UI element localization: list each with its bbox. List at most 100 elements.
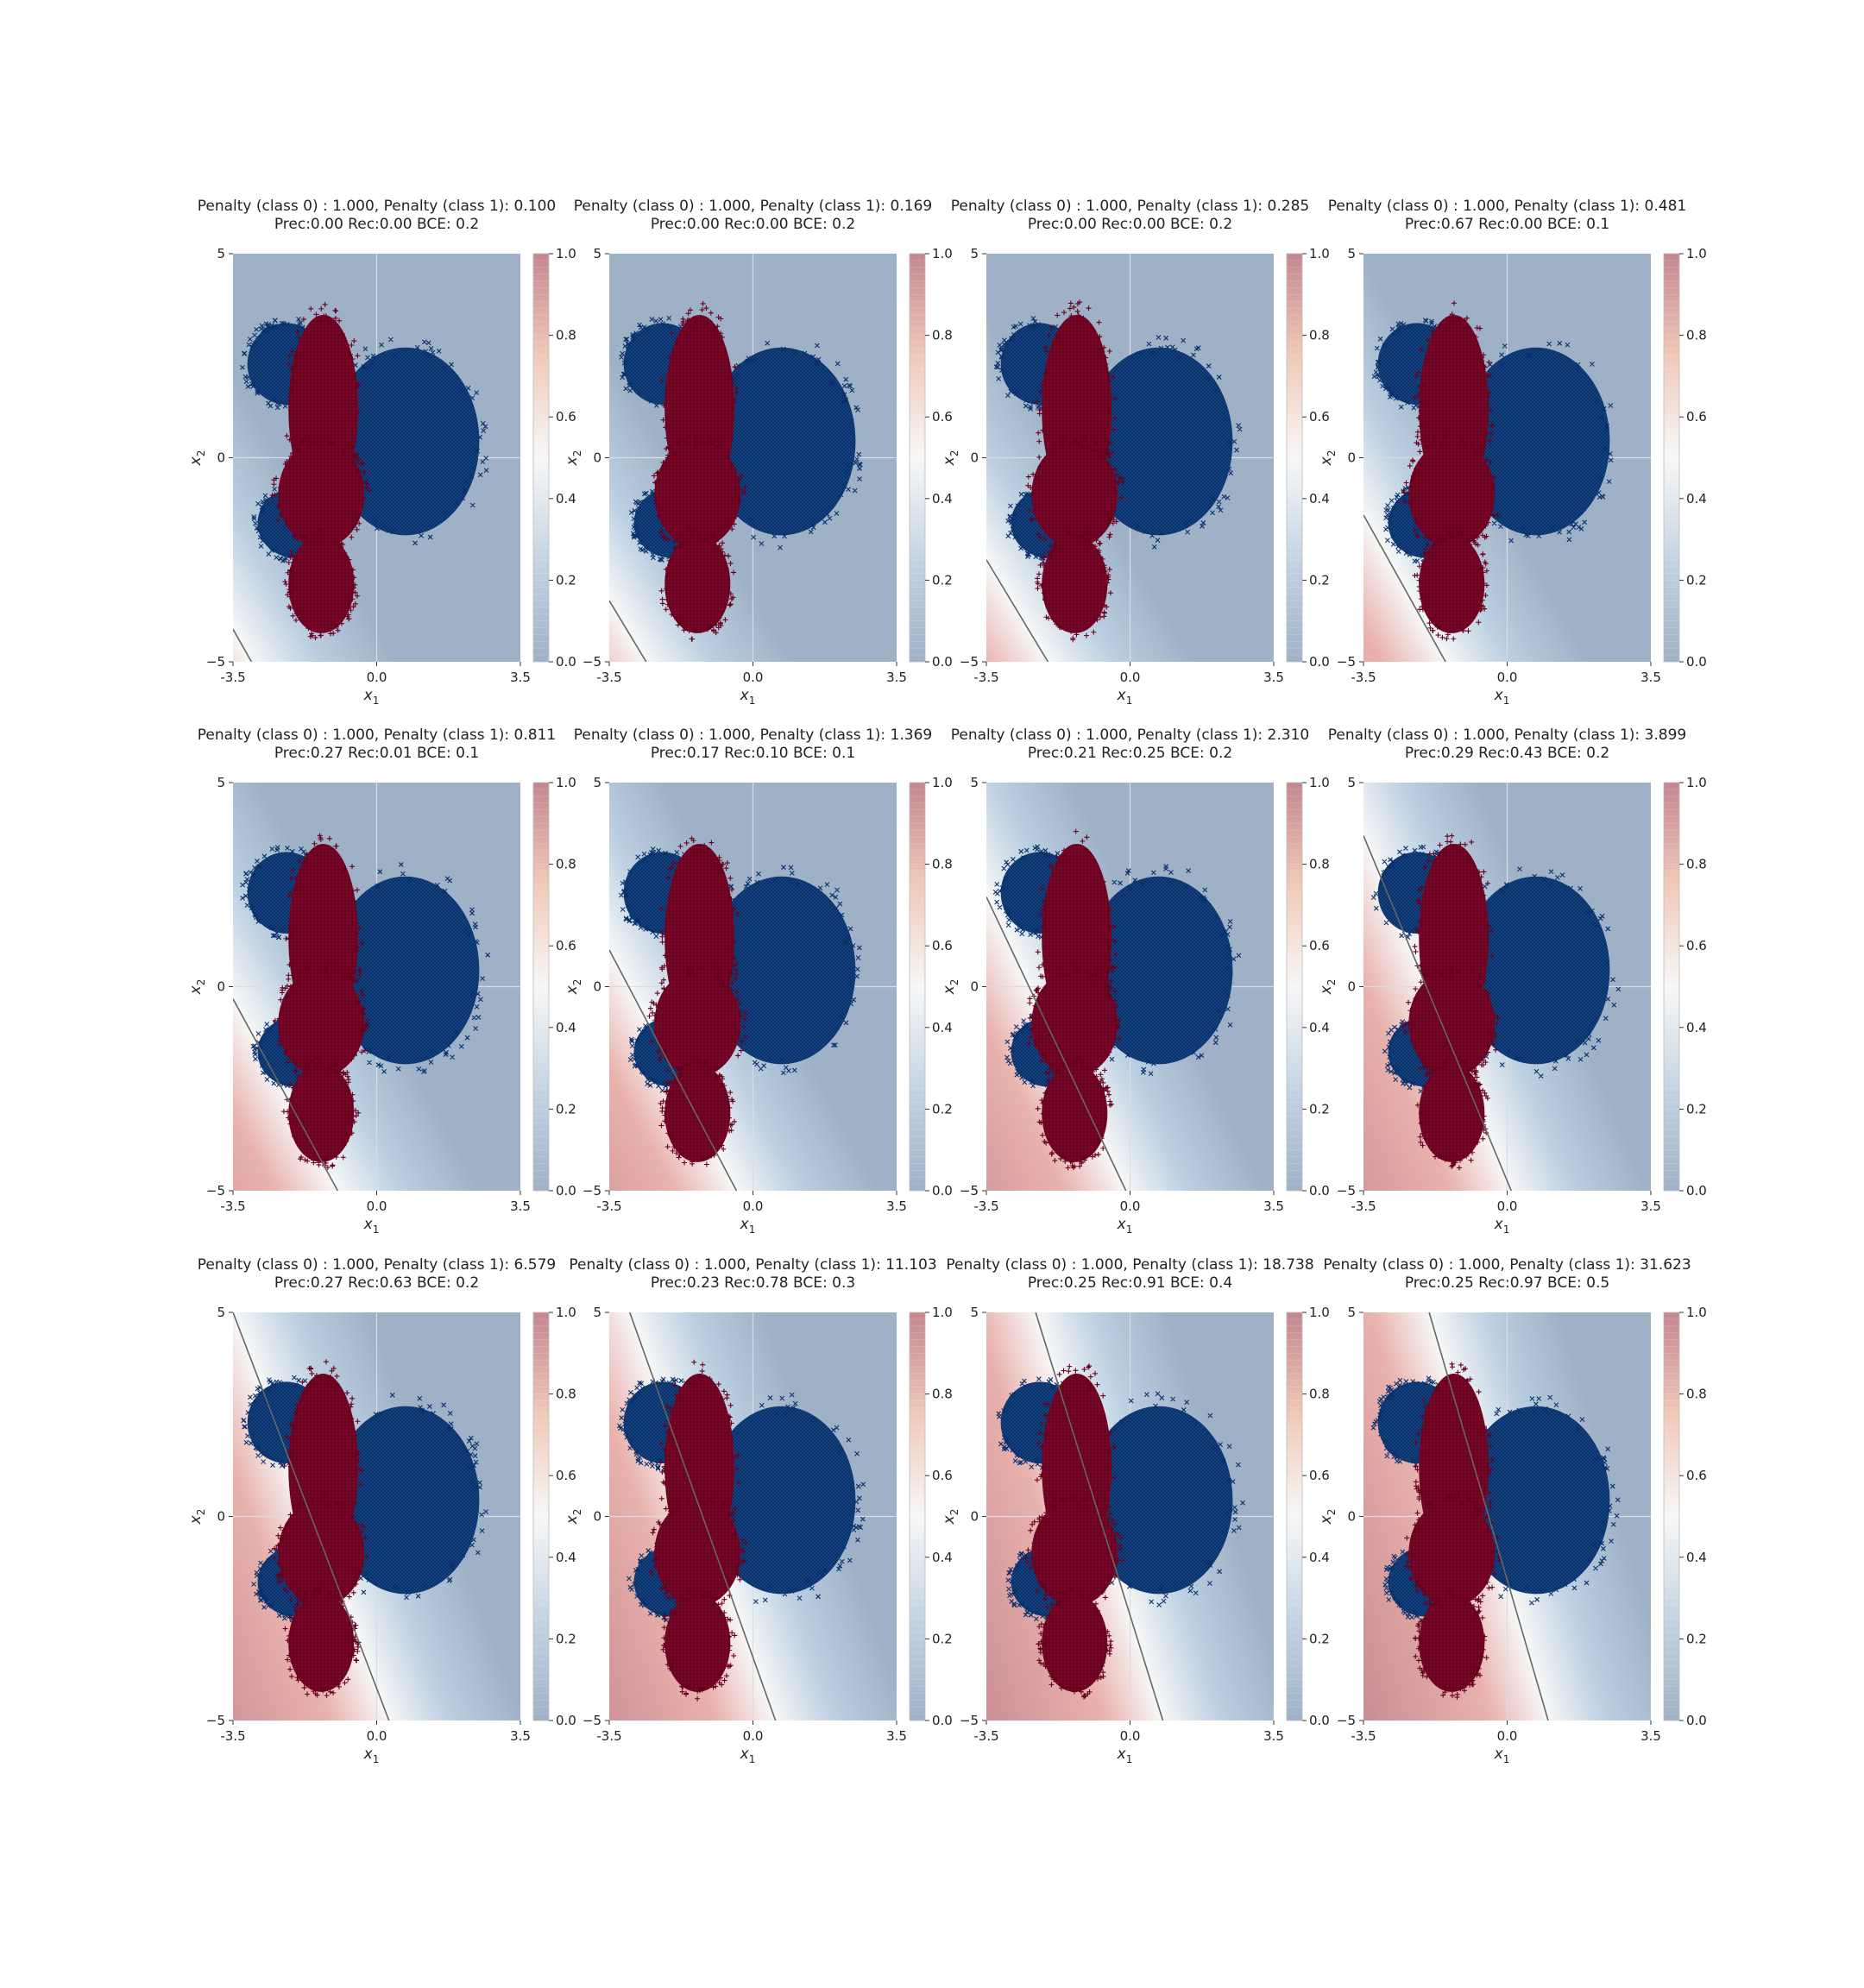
- y-tick-label: 0: [1347, 450, 1356, 466]
- y-tick-label: −5: [960, 654, 979, 670]
- y-tick-label: 5: [217, 1305, 225, 1320]
- y-tick-label: 5: [970, 775, 979, 790]
- colorbar-tick-label: 0.6: [1686, 409, 1707, 425]
- y-tick-label: −5: [206, 1183, 225, 1198]
- subplot-8: Penalty (class 0) : 1.000, Penalty (clas…: [1318, 727, 1707, 1236]
- y-tick-label: 5: [593, 775, 601, 790]
- colorbar-tick-label: 0.4: [932, 491, 953, 506]
- colorbar: 0.0 0.2 0.4 0.6 0.8 1.0: [1663, 1305, 1707, 1728]
- subplot-6: Penalty (class 0) : 1.000, Penalty (clas…: [564, 727, 953, 1236]
- subplot-2: Penalty (class 0) : 1.000, Penalty (clas…: [564, 198, 953, 707]
- y-tick-label: 5: [1347, 775, 1356, 790]
- y-tick-label: −5: [1337, 1713, 1356, 1728]
- y-axis-label: x2: [187, 1509, 207, 1526]
- colorbar-tick-label: 0.4: [1686, 491, 1707, 506]
- colorbar-tick-label: 1.0: [932, 775, 953, 790]
- colorbar-tick-label: 0.2: [1309, 572, 1330, 588]
- y-axis-label: x2: [187, 979, 207, 996]
- colorbar: 0.0 0.2 0.4 0.6 0.8 1.0: [909, 1305, 953, 1728]
- colorbar-tick-label: 0.2: [556, 1101, 576, 1117]
- x-tick-label: 0.0: [1120, 1728, 1141, 1744]
- colorbar-tick-label: 0.4: [932, 1550, 953, 1565]
- plot-area: [233, 254, 520, 662]
- x-tick-label: -3.5: [973, 1198, 998, 1214]
- colorbar-tick-label: 0.6: [1686, 1468, 1707, 1483]
- x-tick-label: 0.0: [743, 1198, 764, 1214]
- x-tick-label: 0.0: [1120, 1198, 1141, 1214]
- x-tick-label: 3.5: [886, 670, 907, 685]
- y-tick-label: 5: [970, 1305, 979, 1320]
- colorbar-tick-label: 0.0: [1309, 1713, 1330, 1728]
- subplot-title: Penalty (class 0) : 1.000, Penalty (clas…: [198, 727, 556, 744]
- colorbar-tick-label: 0.2: [1686, 1631, 1707, 1646]
- x-tick-label: -3.5: [973, 670, 998, 685]
- subplot-title: Penalty (class 0) : 1.000, Penalty (clas…: [1328, 198, 1686, 215]
- y-axis-label: x2: [1318, 979, 1338, 996]
- x-tick-label: 3.5: [510, 1728, 531, 1744]
- colorbar-tick-label: 0.8: [1309, 857, 1330, 872]
- class-0-cluster-3: [1075, 1391, 1245, 1607]
- colorbar-tick-label: 0.0: [932, 1183, 953, 1198]
- y-tick-label: 0: [217, 979, 225, 995]
- colorbar-tick-label: 0.2: [556, 1631, 576, 1646]
- colorbar-tick-label: 1.0: [556, 775, 576, 790]
- x-axis-label: x1: [1117, 1216, 1133, 1236]
- plot-area: [233, 783, 520, 1191]
- colorbar-tick-label: 0.0: [556, 1713, 576, 1728]
- y-tick-label: −5: [960, 1713, 979, 1728]
- subplot-4: Penalty (class 0) : 1.000, Penalty (clas…: [1318, 198, 1707, 707]
- class-1-cluster-3: [280, 1054, 362, 1171]
- colorbar: 0.0 0.2 0.4 0.6 0.8 1.0: [909, 246, 953, 670]
- y-tick-label: −5: [582, 654, 601, 670]
- colorbar-tick-label: 1.0: [1686, 775, 1707, 790]
- colorbar-tick-label: 0.2: [1309, 1631, 1330, 1646]
- subplot-9: Penalty (class 0) : 1.000, Penalty (clas…: [187, 1256, 576, 1765]
- subplot-title: Penalty (class 0) : 1.000, Penalty (clas…: [946, 1256, 1313, 1274]
- subplot-title: Penalty (class 0) : 1.000, Penalty (clas…: [198, 1256, 556, 1274]
- colorbar-tick-label: 0.2: [932, 572, 953, 588]
- plot-area: [1363, 1312, 1651, 1721]
- x-tick-label: 3.5: [1263, 1198, 1284, 1214]
- colorbar-tick-label: 0.6: [1309, 1468, 1330, 1483]
- y-tick-label: 5: [593, 1305, 601, 1320]
- x-tick-label: -3.5: [973, 1728, 998, 1744]
- subplot-subtitle: Prec:0.27 Rec:0.01 BCE: 0.1: [274, 745, 479, 762]
- subplot-subtitle: Prec:0.00 Rec:0.00 BCE: 0.2: [651, 216, 855, 233]
- colorbar: 0.0 0.2 0.4 0.6 0.8 1.0: [909, 775, 953, 1198]
- x-tick-label: -3.5: [596, 1198, 621, 1214]
- x-axis-label: x1: [363, 1746, 380, 1765]
- colorbar-tick-label: 0.6: [1309, 409, 1330, 425]
- decision-boundary: [986, 559, 1049, 662]
- colorbar-tick-label: 0.6: [556, 1468, 576, 1483]
- x-axis-label: x1: [1494, 1746, 1510, 1765]
- x-tick-label: -3.5: [220, 1728, 245, 1744]
- subplot-title: Penalty (class 0) : 1.000, Penalty (clas…: [569, 1256, 936, 1274]
- y-tick-label: −5: [206, 654, 225, 670]
- y-tick-label: −5: [1337, 654, 1356, 670]
- class-1-cluster-2: [1023, 1494, 1125, 1613]
- colorbar-tick-label: 0.8: [1686, 1387, 1707, 1402]
- colorbar-tick-label: 0.6: [556, 938, 576, 953]
- class-1-cluster-3: [1035, 1055, 1114, 1171]
- colorbar: 0.0 0.2 0.4 0.6 0.8 1.0: [1663, 775, 1707, 1198]
- x-tick-label: 0.0: [1497, 670, 1518, 685]
- x-tick-label: -3.5: [1351, 1728, 1376, 1744]
- class-1-cluster-3: [658, 526, 737, 642]
- subplot-10: Penalty (class 0) : 1.000, Penalty (clas…: [564, 1256, 953, 1765]
- x-tick-label: 0.0: [1497, 1198, 1518, 1214]
- subplot-subtitle: Prec:0.27 Rec:0.63 BCE: 0.2: [274, 1274, 479, 1292]
- colorbar-tick-label: 0.0: [556, 654, 576, 670]
- class-0-cluster-3: [1075, 864, 1242, 1077]
- x-tick-label: 3.5: [1640, 1198, 1661, 1214]
- x-tick-label: -3.5: [1351, 1198, 1376, 1214]
- x-axis-label: x1: [1494, 1216, 1510, 1236]
- colorbar-tick-label: 0.0: [1309, 1183, 1330, 1198]
- colorbar-tick-label: 0.6: [932, 409, 953, 425]
- colorbar-tick-label: 0.8: [556, 1387, 576, 1402]
- subplot-1: Penalty (class 0) : 1.000, Penalty (clas…: [187, 198, 576, 707]
- colorbar-tick-label: 0.8: [1686, 328, 1707, 343]
- colorbar-tick-label: 0.0: [1686, 654, 1707, 670]
- decision-boundary: [233, 628, 253, 662]
- colorbar-tick-label: 0.2: [932, 1631, 953, 1646]
- x-tick-label: 0.0: [367, 1728, 387, 1744]
